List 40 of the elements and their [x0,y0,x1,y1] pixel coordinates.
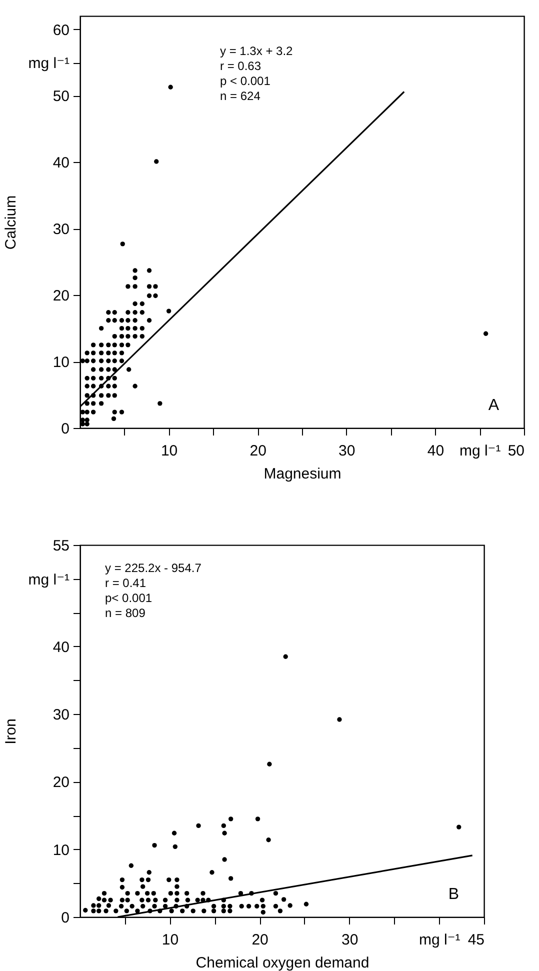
y-tick-label: 30 [52,221,70,238]
y-tick-label: 20 [52,288,70,305]
y-tick-label: 60 [52,22,70,39]
x-axis-title: Chemical oxygen demand [196,954,370,971]
x-tick-label: 40 [427,442,444,460]
y-tick-label: 10 [52,842,70,859]
y-tick-label: mg l⁻¹ [28,571,70,588]
y-tick-label: 55 [52,538,70,554]
x-tick-label: 10 [160,442,178,460]
y-axis-title: Calcium [2,195,20,250]
x-tick-label: mg l⁻¹ [459,442,501,460]
x-tick-label: 45 [468,932,484,948]
annotation: r = 0.41 [105,576,146,590]
y-tick-label: 20 [52,774,70,792]
x-tick-label: mg l⁻¹ [418,932,460,948]
annotation: B [448,886,459,903]
annotation: p< 0.001 [105,591,152,605]
x-tick-label: 50 [508,442,524,460]
x-tick-label: 30 [341,932,358,948]
y-axis-title: Iron [2,718,20,744]
x-axis-title: Magnesium [264,466,342,482]
annotation: n = 809 [105,606,146,620]
y-tick-label: 50 [52,88,70,106]
y-tick-label: mg l⁻¹ [28,55,70,72]
annotation: r = 0.63 [220,59,262,73]
y-tick-label: 30 [52,706,70,724]
x-tick-label: 30 [338,442,356,460]
annotation: y = 1.3x + 3.2 [220,44,294,58]
annotation: A [488,397,500,414]
y-tick-label: 40 [52,638,70,656]
y-tick-label: 0 [61,910,70,926]
y-tick-label: 0 [61,420,70,438]
x-tick-label: 20 [252,932,268,948]
annotation: n = 624 [220,89,261,103]
annotation: p < 0.001 [220,74,271,88]
x-tick-label: 20 [250,442,266,460]
x-tick-label: 10 [162,932,179,948]
annotation: y = 225.2x - 954.7 [105,561,202,575]
y-tick-label: 40 [52,154,70,172]
y-tick-label: 10 [52,354,70,372]
